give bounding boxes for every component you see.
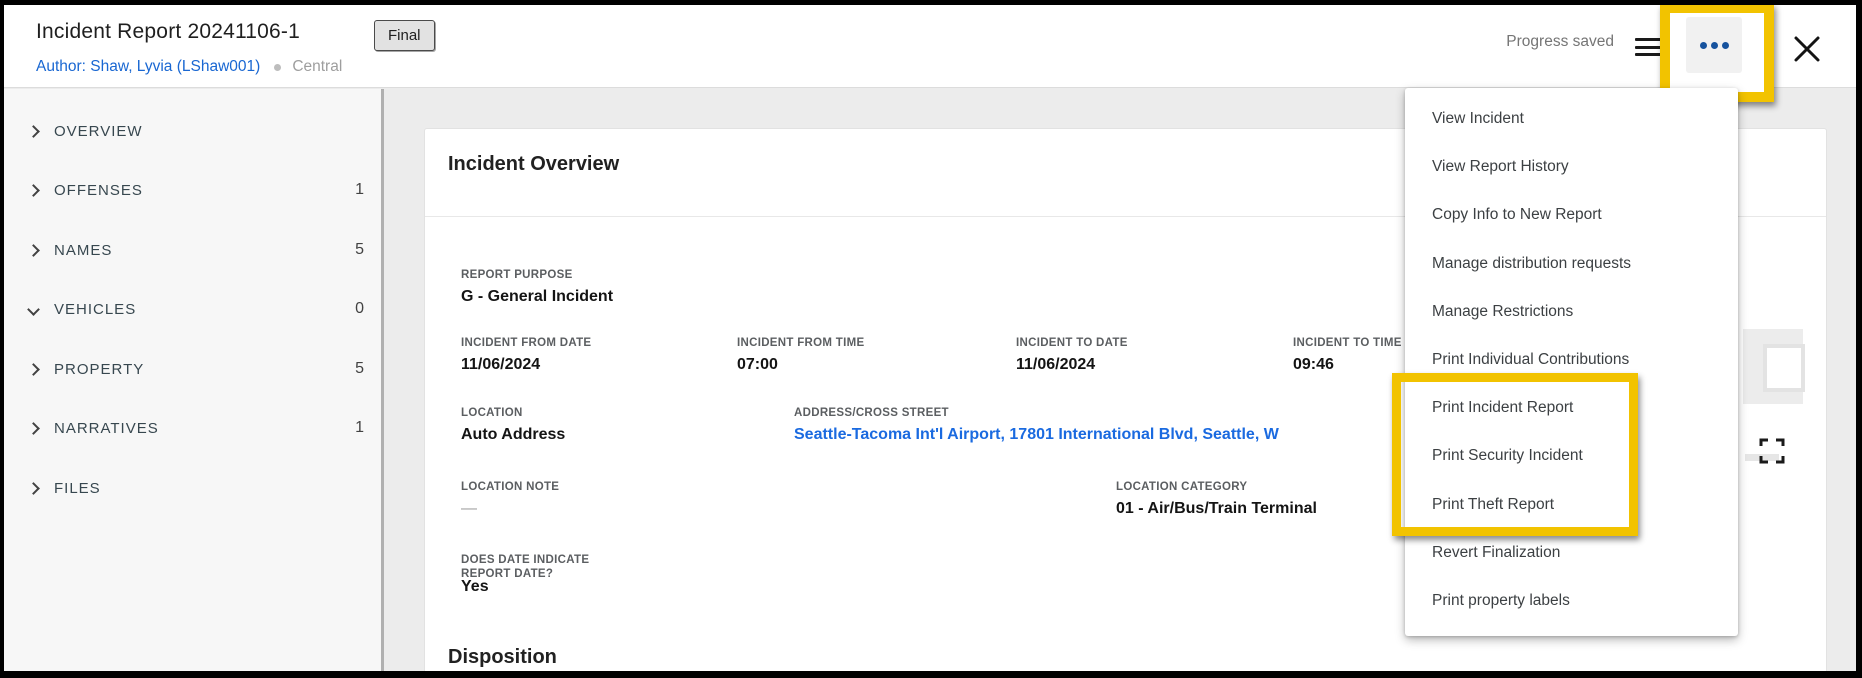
menu-item-print-incident-report[interactable]: Print Incident Report: [1432, 399, 1574, 417]
menu-item-print-individual-contributions[interactable]: Print Individual Contributions: [1432, 351, 1630, 369]
page-title: Incident Report 20241106-1: [36, 20, 300, 43]
sidebar-item-label: OFFENSES: [54, 181, 143, 199]
more-actions-dropdown-menu: View Incident View Report History Copy I…: [1405, 88, 1738, 636]
sidebar-item-vehicles[interactable]: VEHICLES 0: [4, 279, 381, 339]
sidebar-item-label: OVERVIEW: [54, 122, 143, 140]
chevron-right-icon: [27, 481, 40, 495]
sidebar-item-label: NAMES: [54, 241, 113, 259]
sidebar-item-narratives[interactable]: NARRATIVES 1: [4, 398, 381, 458]
field-location-category: LOCATION CATEGORY 01 - Air/Bus/Train Ter…: [1116, 481, 1317, 517]
sidebar-item-names[interactable]: NAMES 5: [4, 220, 381, 280]
sidebar-item-overview[interactable]: OVERVIEW: [4, 101, 381, 161]
sidebar-item-label: NARRATIVES: [54, 419, 159, 437]
menu-item-manage-restrictions[interactable]: Manage Restrictions: [1432, 302, 1574, 320]
menu-item-print-theft-report[interactable]: Print Theft Report: [1432, 495, 1555, 513]
field-location-note: LOCATION NOTE —: [461, 481, 560, 517]
close-icon[interactable]: [1790, 32, 1824, 66]
menu-item-revert-finalization[interactable]: Revert Finalization: [1432, 543, 1561, 561]
sidebar-item-property[interactable]: PROPERTY 5: [4, 339, 381, 399]
menu-item-view-incident[interactable]: View Incident: [1432, 110, 1524, 128]
status-badge: Final: [374, 20, 435, 51]
sidebar-item-count: 1: [355, 419, 364, 436]
chevron-right-icon: [27, 421, 40, 435]
dot-icon: [1699, 41, 1707, 49]
card-title: Incident Overview: [448, 153, 620, 175]
dot-icon: [1710, 41, 1718, 49]
chevron-down-icon: [27, 302, 40, 316]
sidebar-item-count: 5: [355, 360, 364, 377]
sidebar-item-files[interactable]: FILES: [4, 458, 381, 518]
sidebar-item-count: 1: [355, 181, 364, 198]
field-report-purpose: REPORT PURPOSE G - General Incident: [461, 269, 614, 305]
divider: [425, 216, 1826, 217]
sidebar-item-label: PROPERTY: [54, 360, 145, 378]
chevron-right-icon: [27, 183, 40, 197]
menu-item-copy-info-to-new-report[interactable]: Copy Info to New Report: [1432, 206, 1602, 224]
screenshot-border: [0, 671, 1862, 678]
expand-fullscreen-icon[interactable]: [1758, 437, 1786, 465]
address-link[interactable]: Seattle-Tacoma Int'l Airport, 17801 Inte…: [794, 426, 1279, 443]
sidebar-item-count: 5: [355, 241, 364, 258]
screenshot-border: [1856, 0, 1862, 678]
sidebar-scrollbar[interactable]: [381, 89, 384, 673]
field-does-date-indicate-report-date: DOES DATE INDICATE REPORT DATE? Yes: [461, 554, 590, 595]
sidebar-item-label: VEHICLES: [54, 300, 137, 318]
field-incident-from-date: INCIDENT FROM DATE 11/06/2024: [461, 337, 592, 373]
field-address-cross-street: ADDRESS/CROSS STREET Seattle-Tacoma Int'…: [794, 407, 1279, 443]
attachment-preview-image: [1763, 344, 1805, 392]
screenshot-border: [0, 0, 1862, 5]
department-label: Central: [292, 58, 343, 75]
menu-item-manage-distribution-requests[interactable]: Manage distribution requests: [1432, 254, 1632, 272]
chevron-right-icon: [27, 124, 40, 138]
sidebar-item-count: 0: [355, 300, 364, 317]
menu-item-print-security-incident[interactable]: Print Security Incident: [1432, 447, 1583, 465]
field-incident-to-date: INCIDENT TO DATE 11/06/2024: [1016, 337, 1128, 373]
progress-saved-status: Progress saved: [1506, 33, 1614, 50]
table-of-contents-icon[interactable]: [1635, 38, 1663, 58]
screenshot-border: [0, 0, 4, 678]
field-location: LOCATION Auto Address: [461, 407, 566, 443]
header-bar: Incident Report 20241106-1 Final Author:…: [4, 5, 1856, 88]
sidebar-item-offenses[interactable]: OFFENSES 1: [4, 160, 381, 220]
author-row: Author: Shaw, Lyvia (LShaw001) Central: [36, 58, 342, 76]
disposition-section-title: Disposition: [448, 646, 557, 668]
author-link[interactable]: Author: Shaw, Lyvia (LShaw001): [36, 58, 261, 75]
report-sections-sidebar: OVERVIEW OFFENSES 1 NAMES 5 VEHICLES 0 P…: [4, 89, 381, 673]
menu-item-view-report-history[interactable]: View Report History: [1432, 158, 1569, 176]
dot-icon: [1721, 41, 1729, 49]
separator-dot-icon: [274, 63, 282, 71]
chevron-right-icon: [27, 243, 40, 257]
more-actions-button[interactable]: [1686, 17, 1742, 73]
sidebar-item-label: FILES: [54, 479, 101, 497]
field-incident-to-time: INCIDENT TO TIME 09:46: [1293, 337, 1402, 373]
field-incident-from-time: INCIDENT FROM TIME 07:00: [737, 337, 865, 373]
chevron-right-icon: [27, 362, 40, 376]
menu-item-print-property-labels[interactable]: Print property labels: [1432, 591, 1570, 609]
